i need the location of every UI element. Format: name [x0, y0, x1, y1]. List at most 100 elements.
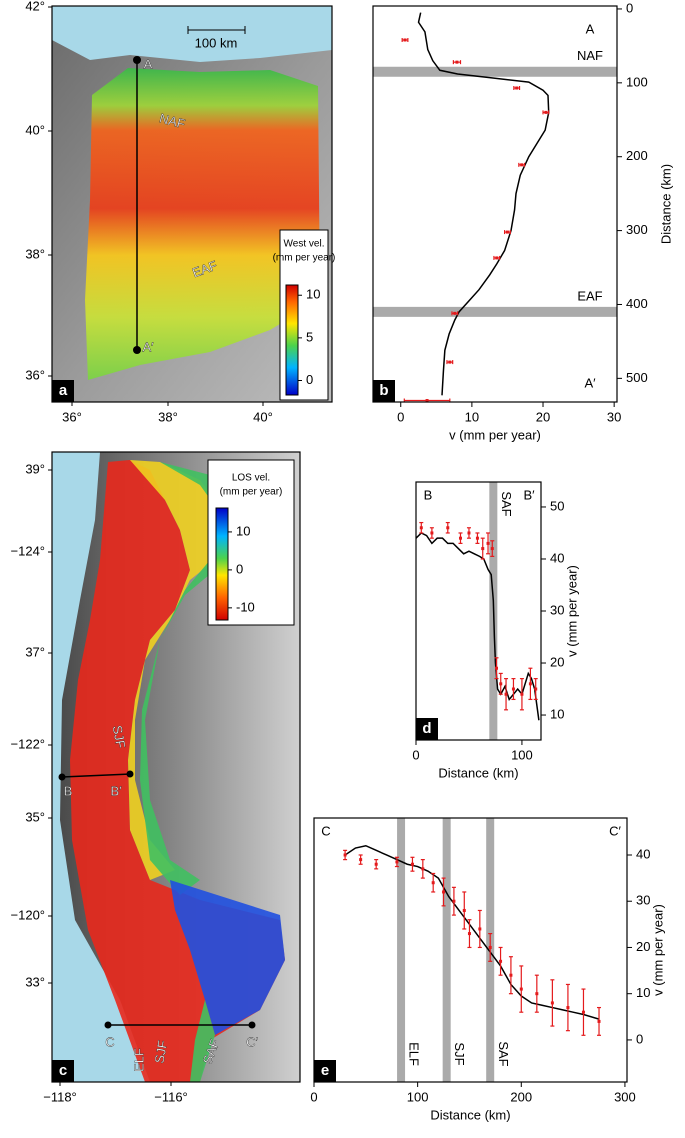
error-point	[511, 687, 515, 691]
y-tick-label: 40	[550, 550, 564, 565]
map-label: ELF	[131, 1048, 146, 1072]
y-tick-label: 30	[550, 602, 564, 617]
y-tick-label: 33°	[25, 974, 45, 989]
map-label: A	[144, 56, 153, 71]
x-axis-title: Distance (km)	[430, 1107, 510, 1122]
error-point	[374, 862, 378, 866]
map-label: C	[105, 1034, 114, 1049]
map-a	[52, 6, 332, 402]
error-bar	[565, 983, 570, 1032]
x-tick-label: 10	[465, 409, 479, 424]
x-tick-label: 200	[510, 1089, 532, 1104]
y-tick-label: 35°	[25, 809, 45, 824]
error-bar	[451, 311, 459, 316]
panel-label: c	[59, 1062, 67, 1079]
error-point	[430, 531, 434, 535]
y-tick-label: 40°	[25, 122, 45, 137]
panel-label-box	[416, 718, 438, 740]
error-point	[519, 987, 523, 991]
colorbar-tick-label: 5	[306, 329, 313, 344]
error-bar	[451, 886, 456, 916]
panel-label-box	[52, 380, 74, 402]
fault-band	[373, 66, 617, 77]
error-point	[481, 547, 485, 551]
error-point	[520, 692, 524, 696]
colorbar-title: (mm per year)	[220, 487, 283, 498]
error-point	[395, 860, 399, 864]
error-point	[462, 908, 466, 912]
end-label: A′	[584, 375, 596, 390]
error-point	[509, 973, 513, 977]
error-bar	[504, 678, 509, 711]
y-tick-label: 40	[636, 846, 650, 861]
end-label: B	[424, 487, 433, 502]
error-point	[486, 541, 490, 545]
error-bar	[343, 849, 348, 861]
error-bar	[534, 974, 539, 1013]
fault-label: NAF	[577, 48, 603, 63]
error-point	[421, 867, 425, 871]
map-label: C′	[246, 1034, 258, 1049]
error-point	[425, 399, 429, 403]
colorbar-tick-label: 10	[236, 523, 250, 538]
map-label: SJF	[152, 1039, 171, 1064]
colorbar-tick-label: 0	[236, 561, 243, 576]
fault-label: EAF	[577, 288, 602, 303]
error-point	[550, 1001, 554, 1005]
error-bar	[498, 672, 503, 695]
y-tick-label: 50	[550, 498, 564, 513]
error-point	[452, 899, 456, 903]
x-axis-title: Distance (km)	[438, 765, 518, 780]
end-label: C	[321, 823, 330, 838]
y-axis-title: v (mm per year)	[564, 565, 579, 657]
y-tick-label: 37°	[25, 644, 45, 659]
error-bar	[477, 909, 482, 949]
panel-label: a	[59, 382, 68, 399]
error-bar	[420, 859, 425, 879]
plot-frame	[372, 5, 618, 403]
error-point	[488, 945, 492, 949]
panel-label-box	[314, 1060, 336, 1082]
y-tick-label: −124°	[11, 543, 45, 558]
error-bar	[490, 540, 495, 557]
x-tick-label: 0	[397, 409, 404, 424]
x-tick-label: 300	[614, 1089, 636, 1104]
error-point	[446, 526, 450, 530]
y-axis-title: Distance (km)	[658, 164, 673, 244]
error-point	[515, 86, 519, 90]
y-tick-label: 39°	[25, 461, 45, 476]
error-bar	[494, 657, 499, 680]
colorbar-tick-label: 0	[306, 372, 313, 387]
error-bar	[394, 856, 399, 868]
error-bar	[597, 1006, 602, 1036]
x-tick-label: 40°	[253, 409, 273, 424]
error-bar	[528, 667, 533, 701]
y-tick-label: 300	[626, 222, 648, 237]
colorbar-title: LOS vel.	[232, 473, 270, 484]
colorbar-title: (mm per year)	[273, 253, 336, 264]
x-axis-title: v (mm per year)	[449, 427, 541, 442]
error-bar	[511, 678, 516, 701]
error-point	[528, 682, 532, 686]
error-bar	[508, 956, 513, 995]
fault-label: SAF	[496, 1041, 511, 1066]
end-label: B′	[523, 487, 535, 502]
end-label: C′	[609, 823, 621, 838]
error-point	[448, 360, 452, 364]
panel-label-box	[52, 1060, 74, 1082]
x-tick-label: 30	[607, 409, 621, 424]
y-tick-label: 500	[626, 370, 648, 385]
x-tick-label: 100	[511, 747, 533, 762]
panel-label: e	[321, 1062, 329, 1079]
fault-band	[373, 306, 617, 317]
x-tick-label: 0	[412, 747, 419, 762]
map-label: NAF	[158, 110, 187, 131]
error-bar	[401, 37, 409, 42]
fault-label: ELF	[407, 1042, 422, 1066]
y-tick-label: 10	[636, 985, 650, 1000]
x-tick-label: 100	[407, 1089, 429, 1104]
y-tick-label: 30	[636, 893, 650, 908]
error-point	[442, 890, 446, 894]
